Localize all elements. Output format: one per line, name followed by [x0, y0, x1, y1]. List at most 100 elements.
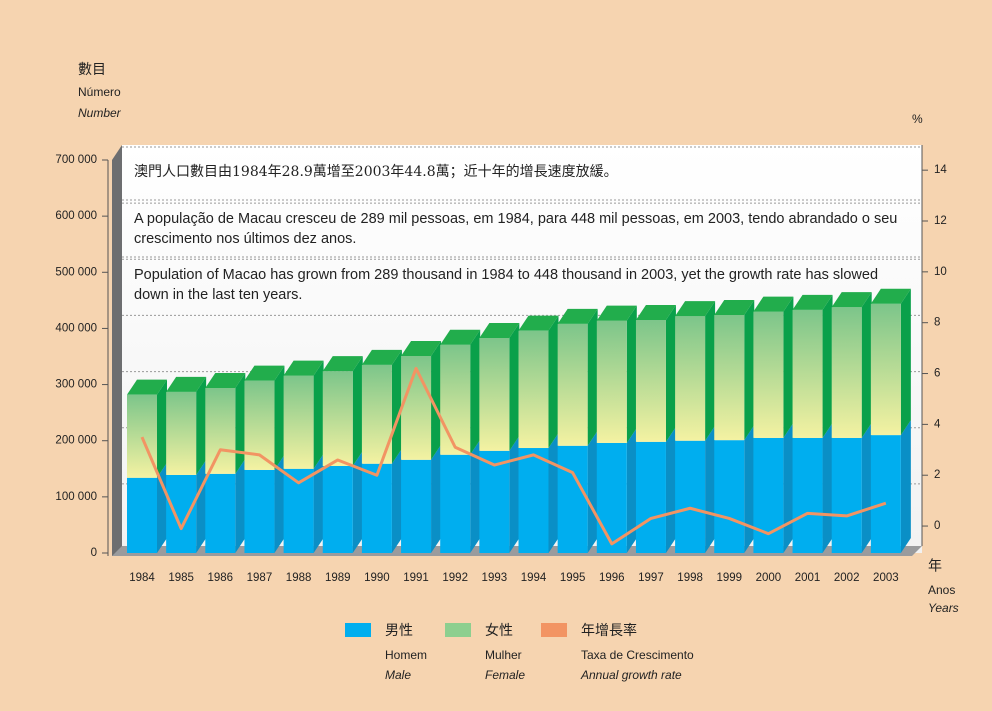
y-tick-label: 100 000	[55, 491, 97, 503]
x-tick-label: 1988	[286, 572, 312, 584]
legend-swatch	[445, 623, 471, 637]
bar	[792, 309, 823, 438]
bar	[714, 440, 745, 553]
y-tick-label: 500 000	[55, 266, 97, 278]
legend-label-pt: Homem	[385, 648, 427, 662]
bar	[596, 442, 627, 553]
bar-top	[440, 329, 481, 345]
bar-side	[157, 462, 167, 553]
y-tick-label: 0	[91, 547, 97, 559]
x-tick-label: 1990	[364, 572, 390, 584]
note-en: Population of Macao has grown from 289 t…	[134, 267, 879, 303]
bar-side	[665, 305, 676, 442]
bar-top	[557, 308, 598, 324]
bar-side	[391, 349, 402, 464]
bar-side	[783, 296, 794, 438]
bar-top	[205, 372, 246, 388]
legend-label-en: Male	[385, 668, 411, 682]
bar-top	[361, 349, 402, 365]
bar-side	[274, 454, 285, 553]
bar	[831, 307, 862, 438]
bar-top	[753, 296, 794, 312]
x-label-pt: Anos	[928, 583, 955, 597]
bar-side	[274, 365, 285, 470]
note-cn: 澳門人口數目由1984年28.9萬增至2003年44.8萬；近十年的增長速度放緩…	[134, 164, 618, 180]
bar	[401, 459, 432, 553]
bar-top	[596, 305, 637, 321]
x-tick-label: 1995	[560, 572, 586, 584]
legend-label: 男性	[385, 623, 413, 639]
growth-line	[140, 366, 887, 546]
bar-top	[831, 292, 872, 308]
bar-side	[313, 453, 324, 553]
bar-side	[470, 329, 481, 455]
bar-side	[783, 422, 794, 553]
bar-side	[822, 294, 833, 438]
bar-top	[322, 356, 363, 372]
bar-side	[705, 301, 716, 441]
x-tick-label: 2000	[756, 572, 782, 584]
bar	[675, 316, 706, 441]
bar-top	[244, 365, 285, 381]
bar-side	[548, 433, 559, 553]
bar-side	[744, 425, 755, 553]
bar	[714, 314, 745, 441]
bar	[635, 441, 666, 553]
bar-side	[431, 444, 442, 553]
bar-side	[313, 360, 324, 469]
bar-side	[509, 435, 520, 553]
bar-side	[196, 376, 207, 475]
y-tick-label: 700 000	[55, 154, 97, 166]
bar	[283, 375, 314, 469]
bar	[518, 448, 549, 553]
y-label-pt: Número	[78, 85, 121, 99]
y-tick-label: 600 000	[55, 210, 97, 222]
legend-label-pt: Mulher	[485, 648, 522, 662]
bar-side	[900, 420, 911, 553]
bar-side	[391, 448, 402, 553]
x-tick-label: 1984	[129, 572, 155, 584]
x-tick-label: 1991	[403, 572, 429, 584]
x-tick-label: 2002	[834, 572, 860, 584]
bar	[675, 440, 706, 553]
bar-top	[518, 315, 559, 331]
bar-side	[705, 425, 716, 553]
bar-top	[675, 301, 716, 317]
bar-side	[744, 299, 755, 441]
bar-side	[861, 422, 872, 553]
bar	[127, 477, 157, 553]
y-label-en: Number	[78, 106, 122, 120]
bar-top	[401, 340, 442, 356]
bar-side	[822, 422, 833, 553]
bar-top	[479, 322, 520, 338]
bar-side	[861, 292, 872, 438]
side-wall	[112, 145, 122, 556]
bar-side	[235, 372, 246, 474]
y2-tick-label: 8	[934, 317, 940, 329]
y2-tick-label: 12	[934, 215, 947, 227]
legend-label: 女性	[485, 622, 513, 639]
x-tick-label: 1992	[442, 572, 468, 584]
x-tick-label: 1986	[208, 572, 234, 584]
bar	[205, 387, 236, 474]
bar-side	[587, 430, 598, 553]
bar	[518, 330, 549, 449]
bar	[753, 437, 784, 553]
bar	[635, 320, 666, 442]
bar-side	[157, 379, 167, 478]
y2-tick-label: 2	[934, 469, 940, 481]
y-label-cn: 數目	[78, 62, 106, 78]
bar	[831, 437, 862, 553]
bar-top	[870, 288, 911, 304]
bar	[205, 473, 236, 553]
x-tick-label: 1993	[482, 572, 508, 584]
x-label-cn: 年	[928, 558, 942, 574]
legend-label: 年增長率	[581, 622, 637, 639]
y2-tick-label: 14	[934, 164, 947, 176]
bar	[792, 437, 823, 553]
bar-side	[626, 305, 637, 443]
bar-side	[626, 427, 637, 553]
bar-side	[352, 356, 363, 466]
